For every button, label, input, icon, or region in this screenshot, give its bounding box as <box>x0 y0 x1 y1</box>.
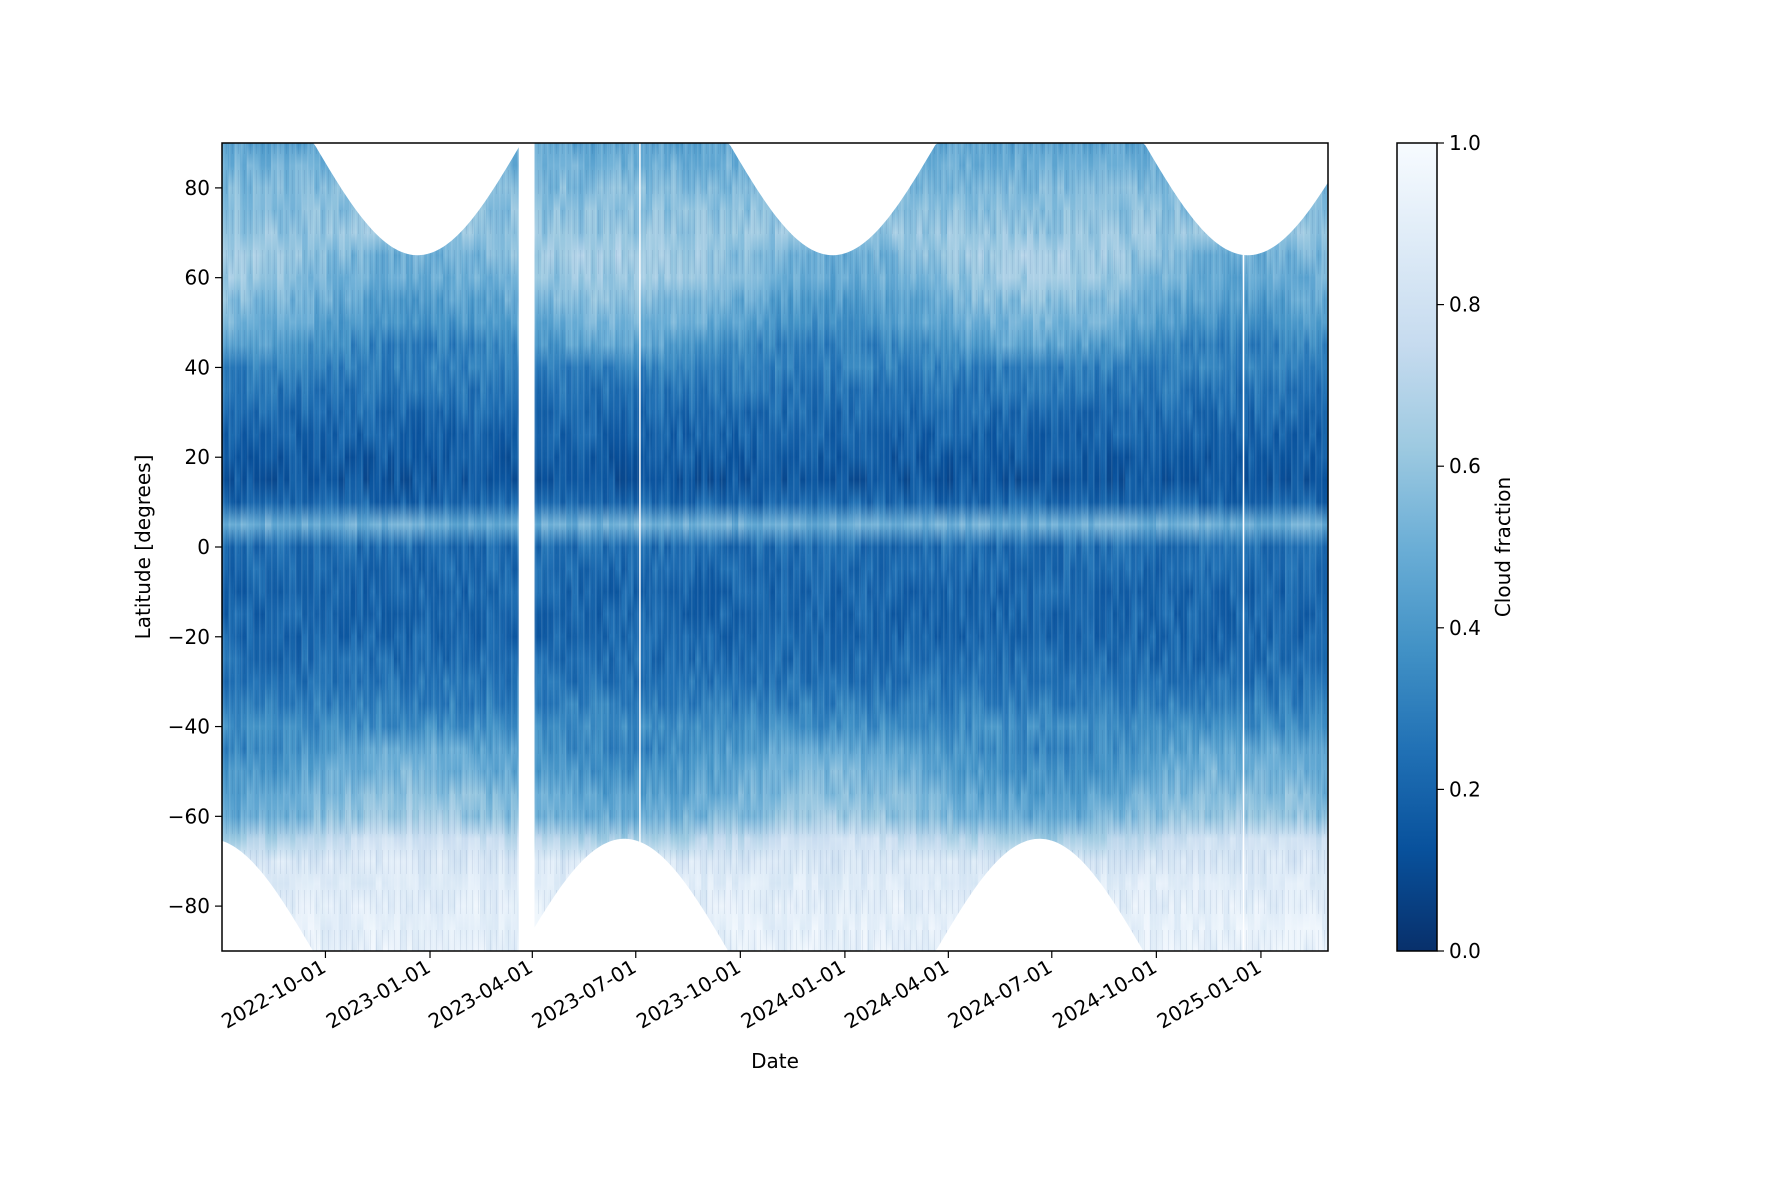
data-gap <box>639 143 641 951</box>
y-tick-label: 40 <box>185 355 210 379</box>
colorbar-tick-label: 0.4 <box>1449 616 1481 640</box>
data-gap <box>518 143 535 951</box>
x-axis-title: Date <box>751 1049 799 1073</box>
data-gaps <box>518 143 1245 951</box>
x-tick-label: 2025-01-01 <box>1153 955 1266 1034</box>
south-polar-night-mask <box>222 838 1328 951</box>
north-polar-night-mask <box>222 143 1328 256</box>
colorbar-tick-label: 0.2 <box>1449 777 1481 801</box>
y-tick-label: 0 <box>197 535 210 559</box>
y-tick-label: −60 <box>168 804 210 828</box>
y-tick-label: −20 <box>168 625 210 649</box>
x-tick-label: 2023-10-01 <box>632 955 745 1034</box>
x-tick-label: 2024-10-01 <box>1048 955 1161 1034</box>
heatmap-plot-area <box>222 143 1328 951</box>
y-tick-label: 80 <box>185 176 210 200</box>
colorbar-tick-label: 1.0 <box>1449 131 1481 155</box>
x-tick-label: 2022-10-01 <box>217 955 330 1034</box>
colorbar-frame <box>1396 142 1438 952</box>
colorbar-tick-label: 0.0 <box>1449 939 1481 963</box>
x-tick-label: 2023-07-01 <box>528 955 641 1034</box>
colorbar: 0.0 0.2 0.4 0.6 0.8 1.0 Cloud fraction <box>1396 131 1515 963</box>
x-axis: 2022-10-012023-01-012023-04-012023-07-01… <box>217 951 1265 1033</box>
colorbar-ticks: 0.0 0.2 0.4 0.6 0.8 1.0 <box>1437 131 1481 963</box>
y-tick-label: −40 <box>168 715 210 739</box>
x-tick-label: 2024-04-01 <box>840 955 953 1034</box>
y-axis: −80 −60 −40 −20 0 20 40 60 80 <box>168 176 222 918</box>
x-tick-label: 2023-04-01 <box>424 955 537 1034</box>
y-tick-label: 60 <box>185 266 210 290</box>
x-tick-label: 2024-01-01 <box>737 955 850 1034</box>
y-tick-label: −80 <box>168 894 210 918</box>
data-gap <box>1242 143 1245 951</box>
streak-texture <box>222 143 1328 951</box>
y-axis-title: Latitude [degrees] <box>131 455 155 640</box>
colorbar-title: Cloud fraction <box>1491 477 1515 617</box>
colorbar-tick-label: 0.8 <box>1449 293 1481 317</box>
colorbar-tick-label: 0.6 <box>1449 454 1481 478</box>
x-tick-label: 2024-07-01 <box>944 955 1057 1034</box>
colorbar-gradient <box>1397 143 1437 951</box>
y-tick-label: 20 <box>185 445 210 469</box>
x-tick-label: 2023-01-01 <box>322 955 435 1034</box>
